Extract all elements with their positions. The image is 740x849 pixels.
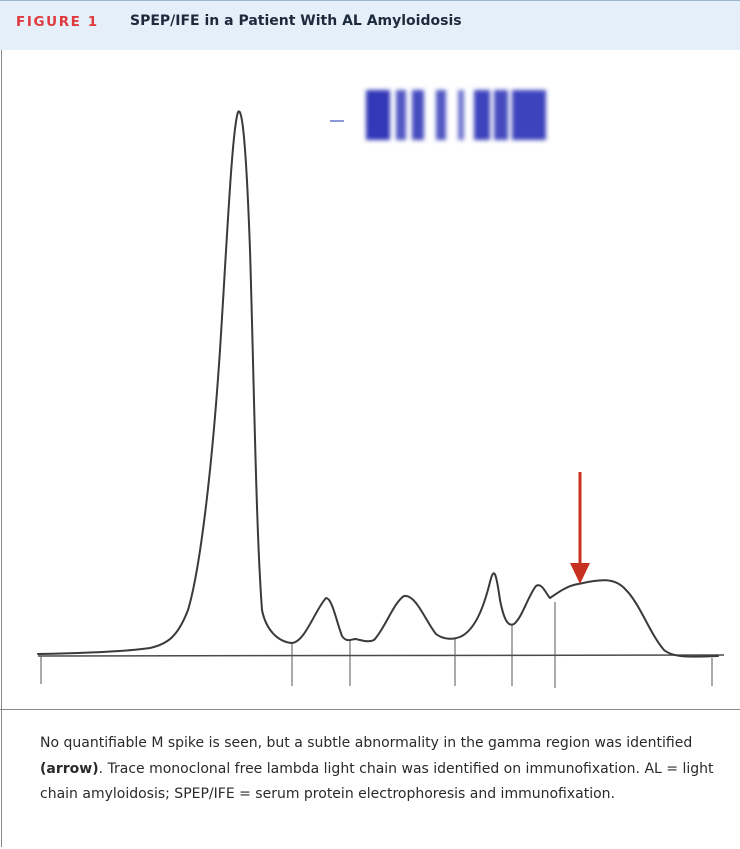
gel-strip xyxy=(330,90,546,140)
gel-band xyxy=(396,90,406,140)
fraction-dividers xyxy=(40,602,713,688)
gel-band xyxy=(494,90,508,140)
caption-arrow-reference: (arrow) xyxy=(40,760,99,777)
arrow-head xyxy=(570,563,590,584)
gel-band xyxy=(412,90,424,140)
figure-caption: No quantifiable M spike is seen, but a s… xyxy=(40,731,730,808)
figure-title: SPEP/IFE in a Patient With AL Amyloidosi… xyxy=(130,13,462,29)
caption-text-1: No quantifiable M spike is seen, but a s… xyxy=(40,735,693,751)
figure-label: FIGURE 1 xyxy=(16,14,99,30)
gel-band xyxy=(512,90,546,140)
gel-band xyxy=(474,90,490,140)
gamma-region-arrow xyxy=(570,472,590,584)
densitometry-trace xyxy=(37,110,719,658)
electrophoresis-panel xyxy=(0,50,740,710)
gel-band xyxy=(436,90,446,140)
caption-text-2: . Trace monoclonal free lambda light cha… xyxy=(40,760,714,803)
figure-header: FIGURE 1 SPEP/IFE in a Patient With AL A… xyxy=(0,0,740,50)
baseline xyxy=(37,654,725,657)
gel-band xyxy=(366,90,390,140)
gel-band xyxy=(458,90,464,140)
electrophoresis-diagram xyxy=(37,90,725,688)
